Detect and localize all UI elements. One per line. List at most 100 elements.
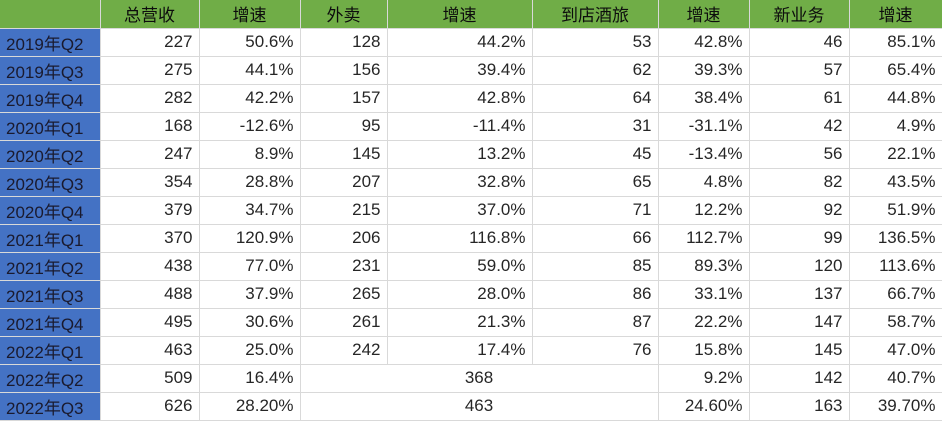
cell-r1-c6[interactable]: 57 (749, 56, 850, 85)
row-label-13[interactable]: 2022年Q3 (0, 392, 101, 421)
merged-cell-r13-c2[interactable]: 463 (299, 391, 659, 421)
cell-r4-c7[interactable]: 22.1% (849, 140, 942, 169)
cell-r10-c2[interactable]: 261 (300, 308, 388, 337)
cell-r6-c6[interactable]: 92 (749, 196, 850, 225)
row-label-4[interactable]: 2020年Q2 (0, 140, 101, 169)
row-label-8[interactable]: 2021年Q2 (0, 252, 101, 281)
cell-r4-c3[interactable]: 13.2% (387, 140, 533, 169)
cell-r5-c1[interactable]: 28.8% (199, 168, 301, 197)
row-label-0[interactable]: 2019年Q2 (0, 28, 101, 57)
cell-r2-c3[interactable]: 42.8% (387, 84, 533, 113)
cell-r3-c0[interactable]: 168 (100, 112, 200, 141)
cell-r6-c2[interactable]: 215 (300, 196, 388, 225)
cell-r7-c7[interactable]: 136.5% (849, 224, 942, 253)
cell-r11-c4[interactable]: 76 (532, 336, 659, 365)
cell-r9-c6[interactable]: 137 (749, 280, 850, 309)
cell-r2-c4[interactable]: 64 (532, 84, 659, 113)
cell-r11-c0[interactable]: 463 (100, 336, 200, 365)
cell-r13-c5[interactable]: 24.60% (658, 392, 750, 421)
cell-r9-c1[interactable]: 37.9% (199, 280, 301, 309)
cell-r0-c3[interactable]: 44.2% (387, 28, 533, 57)
cell-r11-c1[interactable]: 25.0% (199, 336, 301, 365)
cell-r1-c0[interactable]: 275 (100, 56, 200, 85)
cell-r2-c0[interactable]: 282 (100, 84, 200, 113)
header-cell-new-business-growth[interactable]: 增速 (849, 0, 942, 29)
cell-r1-c2[interactable]: 156 (300, 56, 388, 85)
cell-r12-c5[interactable]: 9.2% (658, 364, 750, 393)
cell-r13-c7[interactable]: 39.70% (849, 392, 942, 421)
header-cell-total-revenue[interactable]: 总营收 (100, 0, 200, 29)
cell-r0-c5[interactable]: 42.8% (658, 28, 750, 57)
cell-r12-c7[interactable]: 40.7% (849, 364, 942, 393)
cell-r9-c2[interactable]: 265 (300, 280, 388, 309)
cell-r5-c2[interactable]: 207 (300, 168, 388, 197)
cell-r8-c2[interactable]: 231 (300, 252, 388, 281)
cell-r0-c6[interactable]: 46 (749, 28, 850, 57)
cell-r6-c5[interactable]: 12.2% (658, 196, 750, 225)
cell-r12-c6[interactable]: 142 (749, 364, 850, 393)
cell-r7-c2[interactable]: 206 (300, 224, 388, 253)
row-label-11[interactable]: 2022年Q1 (0, 336, 101, 365)
cell-r9-c5[interactable]: 33.1% (658, 280, 750, 309)
cell-r0-c4[interactable]: 53 (532, 28, 659, 57)
row-label-3[interactable]: 2020年Q1 (0, 112, 101, 141)
cell-r0-c0[interactable]: 227 (100, 28, 200, 57)
cell-r13-c0[interactable]: 626 (100, 392, 200, 421)
cell-r1-c3[interactable]: 39.4% (387, 56, 533, 85)
cell-r3-c3[interactable]: -11.4% (387, 112, 533, 141)
cell-r6-c7[interactable]: 51.9% (849, 196, 942, 225)
cell-r6-c3[interactable]: 37.0% (387, 196, 533, 225)
header-cell-instore-hotel-travel[interactable]: 到店酒旅 (532, 0, 659, 29)
cell-r3-c2[interactable]: 95 (300, 112, 388, 141)
cell-r8-c3[interactable]: 59.0% (387, 252, 533, 281)
cell-r12-c1[interactable]: 16.4% (199, 364, 301, 393)
cell-r2-c1[interactable]: 42.2% (199, 84, 301, 113)
cell-r0-c7[interactable]: 85.1% (849, 28, 942, 57)
cell-r4-c4[interactable]: 45 (532, 140, 659, 169)
cell-r11-c3[interactable]: 17.4% (387, 336, 533, 365)
cell-r4-c0[interactable]: 247 (100, 140, 200, 169)
cell-r9-c3[interactable]: 28.0% (387, 280, 533, 309)
cell-r11-c5[interactable]: 15.8% (658, 336, 750, 365)
cell-r8-c1[interactable]: 77.0% (199, 252, 301, 281)
cell-r10-c3[interactable]: 21.3% (387, 308, 533, 337)
cell-r7-c1[interactable]: 120.9% (199, 224, 301, 253)
cell-r4-c5[interactable]: -13.4% (658, 140, 750, 169)
cell-r7-c4[interactable]: 66 (532, 224, 659, 253)
header-cell-new-business[interactable]: 新业务 (749, 0, 850, 29)
cell-r5-c7[interactable]: 43.5% (849, 168, 942, 197)
cell-r9-c7[interactable]: 66.7% (849, 280, 942, 309)
cell-r0-c1[interactable]: 50.6% (199, 28, 301, 57)
cell-r10-c4[interactable]: 87 (532, 308, 659, 337)
row-label-12[interactable]: 2022年Q2 (0, 364, 101, 393)
cell-r8-c6[interactable]: 120 (749, 252, 850, 281)
cell-r8-c0[interactable]: 438 (100, 252, 200, 281)
cell-r6-c4[interactable]: 71 (532, 196, 659, 225)
row-label-1[interactable]: 2019年Q3 (0, 56, 101, 85)
cell-r3-c4[interactable]: 31 (532, 112, 659, 141)
cell-r5-c5[interactable]: 4.8% (658, 168, 750, 197)
cell-r2-c7[interactable]: 44.8% (849, 84, 942, 113)
header-cell-total-growth[interactable]: 增速 (199, 0, 301, 29)
cell-r3-c1[interactable]: -12.6% (199, 112, 301, 141)
cell-r0-c2[interactable]: 128 (300, 28, 388, 57)
cell-r1-c7[interactable]: 65.4% (849, 56, 942, 85)
cell-r7-c6[interactable]: 99 (749, 224, 850, 253)
cell-r1-c4[interactable]: 62 (532, 56, 659, 85)
cell-r11-c6[interactable]: 145 (749, 336, 850, 365)
row-label-9[interactable]: 2021年Q3 (0, 280, 101, 309)
cell-r4-c1[interactable]: 8.9% (199, 140, 301, 169)
cell-r7-c3[interactable]: 116.8% (387, 224, 533, 253)
cell-r6-c1[interactable]: 34.7% (199, 196, 301, 225)
row-label-5[interactable]: 2020年Q3 (0, 168, 101, 197)
cell-r11-c7[interactable]: 47.0% (849, 336, 942, 365)
cell-r10-c6[interactable]: 147 (749, 308, 850, 337)
cell-r5-c0[interactable]: 354 (100, 168, 200, 197)
cell-r1-c1[interactable]: 44.1% (199, 56, 301, 85)
header-cell-takeout-growth[interactable]: 增速 (387, 0, 533, 29)
cell-r11-c2[interactable]: 242 (300, 336, 388, 365)
cell-r10-c0[interactable]: 495 (100, 308, 200, 337)
cell-r10-c1[interactable]: 30.6% (199, 308, 301, 337)
cell-r3-c6[interactable]: 42 (749, 112, 850, 141)
cell-r8-c4[interactable]: 85 (532, 252, 659, 281)
